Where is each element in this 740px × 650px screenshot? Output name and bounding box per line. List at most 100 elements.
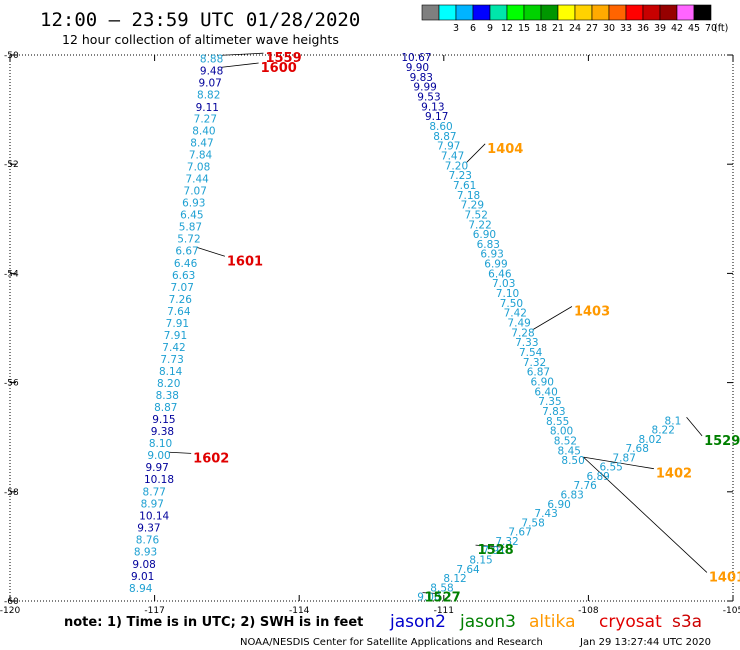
legend-swatch — [676, 4, 695, 21]
legend-label: 3 — [453, 23, 459, 34]
swh-value: 7.23 — [449, 170, 472, 182]
swh-value: 7.58 — [521, 517, 544, 529]
swh-value: 7.28 — [511, 327, 534, 339]
y-tick-label: -58 — [4, 488, 19, 498]
swh-value: 6.67 — [175, 245, 198, 257]
swh-value: 9.37 — [137, 522, 160, 534]
pass-time-label: 1402 — [656, 467, 692, 482]
y-tick-label: -60 — [4, 597, 19, 607]
time-guide-line — [422, 592, 440, 595]
satellite-legend: jason2 jason3 altika cryosat s3a — [389, 612, 702, 632]
swh-value: 7.84 — [189, 149, 213, 161]
y-tick-label: -52 — [4, 160, 19, 170]
swh-value: 6.99 — [484, 259, 507, 271]
legend-swatch — [455, 4, 474, 21]
swh-value: 9.99 — [413, 82, 436, 94]
axis-ticks: -50 -52 -54 -56 -58 -60-120 -117 -114 -111 -108 -1… — [0, 51, 740, 616]
x-tick-label: -117 — [144, 606, 164, 616]
swh-value: 8.02 — [639, 434, 662, 446]
y-tick-label: -50 — [4, 51, 19, 61]
legend-label: 27 — [586, 23, 598, 34]
pass-time-label: 1559 — [265, 51, 301, 66]
swh-value: 7.61 — [453, 180, 476, 192]
swh-value: 6.40 — [534, 386, 557, 398]
timestamp: Jan 29 13:27:44 UTC 2020 — [579, 637, 711, 648]
satellite-name-jason2: jason2 — [389, 612, 446, 632]
legend-swatch — [489, 4, 508, 21]
swh-value: 8.22 — [652, 425, 675, 437]
time-guide-line — [583, 456, 654, 470]
swh-value: 7.10 — [496, 288, 519, 300]
credit-line: NOAA/NESDIS Center for Satellite Applica… — [240, 637, 543, 648]
swh-value: 8.97 — [141, 498, 164, 510]
pass-time-label: 1527 — [425, 591, 461, 606]
swh-value: 7.87 — [613, 452, 636, 464]
time-guide-line — [475, 544, 505, 548]
swh-value: 6.83 — [477, 239, 500, 251]
swh-value: 8.93 — [134, 546, 157, 558]
legend-swatch — [608, 4, 627, 21]
swh-value: 8.58 — [430, 582, 453, 594]
time-guide-line — [221, 62, 259, 68]
legend-swatch — [472, 4, 491, 21]
swh-value: 10.67 — [401, 52, 431, 64]
time-guide-line — [583, 456, 708, 573]
swh-value: 9.90 — [406, 62, 429, 74]
legend-swatch — [557, 4, 576, 21]
swh-value: 8.87 — [433, 131, 456, 143]
swh-value: 7.52 — [465, 209, 488, 221]
swh-value: 6.93 — [182, 197, 205, 209]
swh-value: 8.77 — [143, 486, 166, 498]
swh-value: 8.94 — [129, 583, 153, 595]
swh-value: 8.12 — [443, 573, 466, 585]
legend-label: 12 — [501, 23, 513, 34]
swh-value: 6.93 — [480, 249, 503, 261]
swh-value: 7.50 — [500, 298, 523, 310]
swh-value: 10.14 — [139, 510, 169, 522]
legend-swatch — [438, 4, 457, 21]
swh-value: 7.67 — [508, 527, 531, 539]
swh-value: 6.46 — [174, 258, 198, 270]
legend-swatch — [574, 4, 593, 21]
swh-color-legend: 3 6 9 12 15 18 21 24 27 30 33 36 39 42 45 70(ft) — [421, 4, 728, 34]
swh-value: 6.90 — [531, 377, 554, 389]
swh-value: 7.20 — [445, 160, 468, 172]
legend-unit: (ft) — [714, 23, 728, 34]
swh-value: 8.10 — [149, 438, 172, 450]
swh-value: 10.18 — [144, 474, 174, 486]
pass-time-label: 1600 — [261, 61, 297, 76]
swh-value: 7.26 — [169, 294, 193, 306]
swh-value: 7.91 — [166, 318, 189, 330]
swh-value: 7.29 — [461, 200, 484, 212]
time-guide-line — [197, 247, 226, 257]
legend-swatch — [506, 4, 525, 21]
x-tick-label: -105 — [723, 606, 740, 616]
swh-value: 7.76 — [573, 480, 597, 492]
swh-value: 6.45 — [180, 209, 203, 221]
swh-value: 8.76 — [136, 534, 160, 546]
swh-value: 5.72 — [177, 233, 200, 245]
swh-values: 8.889.489.078.829.117.278.408.477.847.08… — [129, 52, 681, 603]
swh-value: 8.88 — [200, 53, 223, 65]
time-guide-line — [169, 451, 192, 454]
swh-value: 6.89 — [586, 471, 609, 483]
swh-value: 8.82 — [197, 89, 220, 101]
swh-value: 6.83 — [560, 490, 583, 502]
swh-value: 6.46 — [488, 268, 512, 280]
legend-label: 24 — [569, 23, 581, 34]
time-guide-line — [221, 52, 264, 56]
satellite-name-jason3: jason3 — [459, 612, 516, 632]
swh-value: 9.01 — [131, 571, 154, 583]
legend-label: 9 — [487, 23, 493, 34]
swh-value: 8.55 — [546, 416, 569, 428]
swh-value: 7.33 — [515, 337, 538, 349]
swh-value: 8.40 — [192, 125, 215, 137]
swh-value: 7.73 — [160, 354, 183, 366]
swh-value: 8.15 — [469, 555, 492, 567]
pass-time-label: 1529 — [704, 434, 740, 449]
legend-swatch — [523, 4, 542, 21]
legend-label: 15 — [518, 23, 530, 34]
swh-value: 5.87 — [179, 221, 202, 233]
legend-label: 36 — [637, 23, 649, 34]
